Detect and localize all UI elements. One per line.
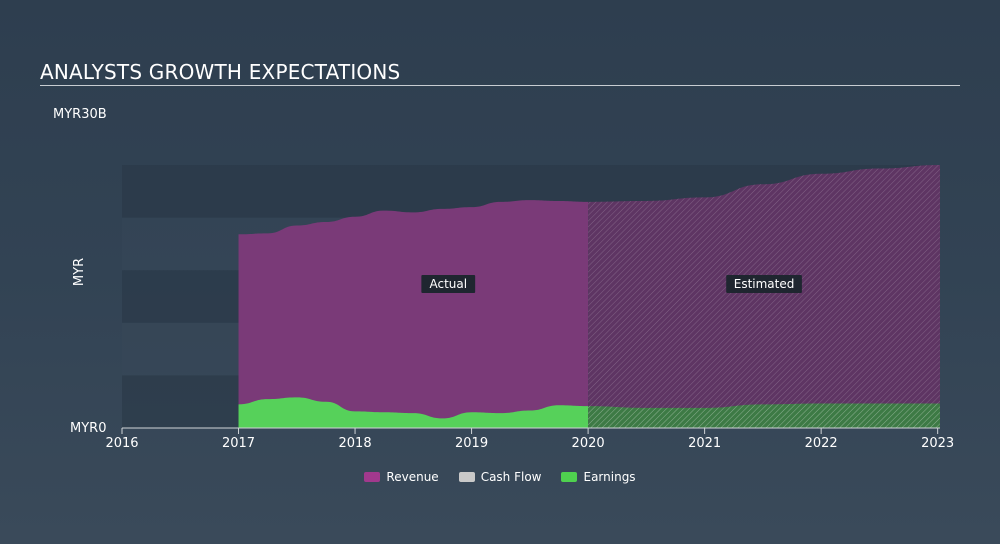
chart-labels: MYR30B MYR0 MYR Actual Estimated xyxy=(53,107,802,436)
title-divider xyxy=(40,85,960,86)
annotation-actual-bg xyxy=(421,275,476,293)
legend-swatch-revenue xyxy=(364,472,381,482)
legend-label-revenue: Revenue xyxy=(386,470,439,484)
x-tick-label-2016: 2016 xyxy=(105,436,138,451)
x-tick-label-2022: 2022 xyxy=(805,436,838,451)
legend-swatch-cash-flow xyxy=(458,472,475,482)
y-tick-label-min: MYR0 xyxy=(70,421,106,436)
annotation-actual: Actual xyxy=(421,275,476,293)
chart-title: ANALYSTS GROWTH EXPECTATIONS xyxy=(40,60,401,84)
legend-item-earnings[interactable]: Earnings xyxy=(561,470,636,484)
y-tick-label-max: MYR30B xyxy=(53,107,107,122)
legend-label-earnings: Earnings xyxy=(583,470,636,484)
x-tick-label-2020: 2020 xyxy=(572,436,605,451)
area-earnings-actual xyxy=(238,397,589,428)
annotation-estimated-text: Estimated xyxy=(734,277,795,291)
y-axis-label: MYR xyxy=(72,258,87,286)
annotation-estimated: Estimated xyxy=(726,275,802,293)
x-tick-label-2017: 2017 xyxy=(222,436,255,451)
legend-item-cash-flow[interactable]: Cash Flow xyxy=(458,470,542,484)
x-tick-label-2018: 2018 xyxy=(339,436,372,451)
x-tick-label-2019: 2019 xyxy=(455,436,488,451)
area-revenue-actual xyxy=(238,200,589,428)
legend-swatch-earnings xyxy=(561,472,578,482)
annotation-estimated-bg xyxy=(726,275,802,293)
x-tick-label-2023: 2023 xyxy=(921,436,954,451)
hatch-earnings-estimated xyxy=(588,403,940,428)
legend-item-revenue[interactable]: Revenue xyxy=(364,470,439,484)
x-tick-label-2021: 2021 xyxy=(688,436,721,451)
estimate-hatching xyxy=(588,165,940,428)
annotation-actual-text: Actual xyxy=(429,277,467,291)
hatch-revenue-estimated xyxy=(588,165,940,428)
chart-legend: Revenue Cash Flow Earnings xyxy=(0,470,1000,484)
legend-label-cash-flow: Cash Flow xyxy=(480,470,542,484)
chart-axes: 2016 2017 2018 2019 2020 2021 2022 2023 xyxy=(105,427,954,451)
